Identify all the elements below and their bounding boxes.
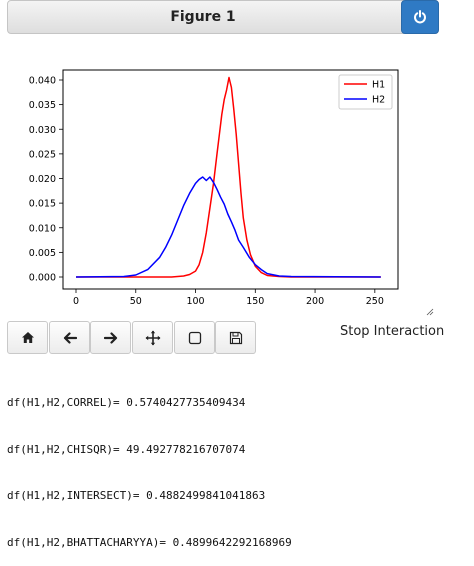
y-tick-label: 0.025	[29, 149, 56, 160]
x-tick-label: 250	[366, 296, 384, 307]
zoom-button[interactable]	[174, 321, 215, 354]
power-button[interactable]	[401, 0, 439, 34]
back-button[interactable]	[49, 321, 90, 354]
home-button[interactable]	[7, 321, 48, 354]
legend-label-h1: H1	[372, 80, 385, 91]
save-icon	[229, 331, 242, 344]
series-line-h1	[76, 76, 381, 278]
x-tick-label: 200	[306, 296, 324, 307]
arrow-left-icon	[63, 331, 77, 344]
y-tick-label: 0.035	[29, 100, 56, 111]
figure-canvas[interactable]: 0 50 100 150 200 250 0.000 0.005 0.010 0.015 0.020…	[0, 62, 474, 312]
y-tick-label: 0.030	[29, 125, 56, 136]
output-line-bhattacharyya: df(H1,H2,BHATTACHARYYA)= 0.4899642292168…	[7, 535, 292, 549]
pan-button[interactable]	[132, 321, 173, 354]
output-line-chisqr: df(H1,H2,CHISQR)= 49.492778216707074	[7, 442, 246, 456]
forward-button[interactable]	[90, 321, 131, 354]
power-icon	[414, 10, 426, 24]
figure-titlebar: Figure 1	[7, 0, 439, 34]
output-line-intersect: df(H1,H2,INTERSECT)= 0.4882499841041863	[7, 489, 266, 502]
x-tick-label: 100	[186, 296, 204, 307]
y-tick-label: 0.020	[29, 174, 56, 185]
y-tick-label: 0.010	[29, 223, 56, 234]
y-tick-label: 0.005	[29, 248, 56, 259]
legend-label-h2: H2	[372, 95, 385, 106]
legend: H1 H2	[338, 74, 393, 110]
save-button[interactable]	[215, 321, 256, 354]
arrow-right-icon	[103, 331, 117, 344]
home-icon	[21, 332, 34, 343]
move-icon	[145, 330, 160, 345]
x-tick-label: 0	[73, 296, 79, 307]
resize-handle-icon[interactable]	[426, 308, 434, 316]
figure-title: Figure 1	[170, 9, 236, 25]
y-tick-label: 0.000	[29, 273, 56, 284]
x-tick-label: 50	[130, 296, 142, 307]
y-tick-label: 0.040	[29, 76, 56, 87]
x-tick-label: 150	[246, 296, 264, 307]
y-tick-label: 0.015	[29, 199, 56, 210]
output-area: df(H1,H2,CORREL)= 0.5740427735409434 df(…	[7, 364, 292, 566]
stop-interaction-button[interactable]: Stop Interaction	[340, 324, 445, 339]
zoom-rect-icon	[188, 331, 201, 344]
output-line-correl: df(H1,H2,CORREL)= 0.5740427735409434	[7, 396, 246, 409]
series-line-h2	[75, 176, 381, 278]
